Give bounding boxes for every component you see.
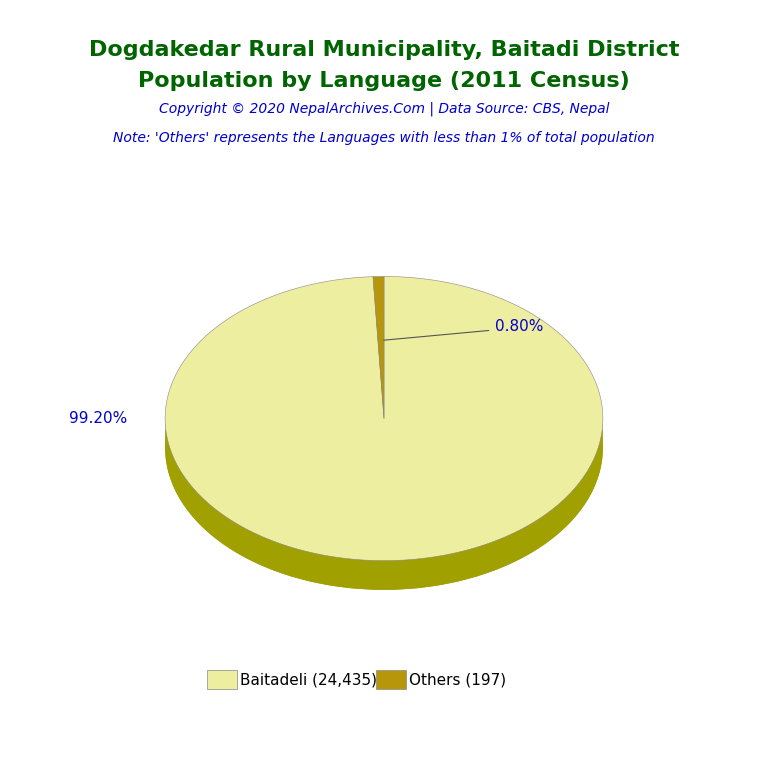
Text: Others (197): Others (197) — [409, 672, 506, 687]
Ellipse shape — [165, 306, 603, 590]
Text: Copyright © 2020 NepalArchives.Com | Data Source: CBS, Nepal: Copyright © 2020 NepalArchives.Com | Dat… — [159, 102, 609, 116]
Text: Note: 'Others' represents the Languages with less than 1% of total population: Note: 'Others' represents the Languages … — [113, 131, 655, 145]
Polygon shape — [165, 276, 603, 561]
Text: 99.20%: 99.20% — [69, 411, 127, 426]
Text: Baitadeli (24,435): Baitadeli (24,435) — [240, 672, 377, 687]
Polygon shape — [373, 276, 384, 419]
Text: Dogdakedar Rural Municipality, Baitadi District: Dogdakedar Rural Municipality, Baitadi D… — [89, 40, 679, 60]
Polygon shape — [165, 419, 603, 590]
Text: Population by Language (2011 Census): Population by Language (2011 Census) — [138, 71, 630, 91]
Text: 0.80%: 0.80% — [495, 319, 544, 334]
Bar — [207, 670, 237, 690]
Bar — [376, 670, 406, 690]
